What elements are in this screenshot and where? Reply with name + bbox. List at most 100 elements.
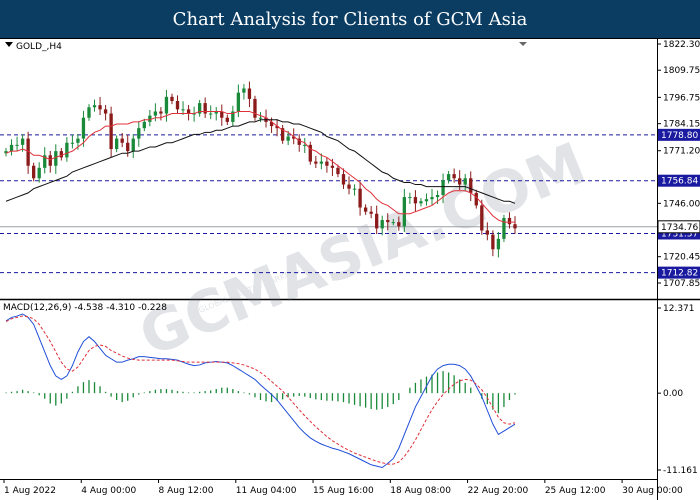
trading-chart: GCMASIA.COM GLOBAL CAPITAL MARKETS 1778.… bbox=[0, 38, 700, 500]
candle-body bbox=[375, 213, 379, 229]
candle-body bbox=[103, 109, 108, 114]
level-price-tag bbox=[658, 266, 700, 279]
candle-body bbox=[15, 144, 19, 146]
candle-body bbox=[269, 121, 274, 127]
candle-body bbox=[352, 188, 357, 190]
candle-body bbox=[231, 111, 235, 122]
candle-body bbox=[98, 105, 102, 110]
current-price-label: 1734.76 bbox=[661, 223, 698, 233]
price-tick-label: 1784.15 bbox=[663, 120, 700, 130]
level-price-label: 1731.57 bbox=[661, 229, 698, 239]
candle-body bbox=[319, 161, 324, 164]
candle-body bbox=[164, 96, 169, 114]
price-tick-label: 1707.85 bbox=[663, 279, 700, 289]
symbol-menu-icon[interactable] bbox=[5, 42, 13, 47]
symbol-label: GOLD_,H4 bbox=[16, 42, 62, 52]
price-tick-label: 1796.75 bbox=[663, 93, 700, 103]
time-tick-label: 30 Aug 00:00 bbox=[622, 486, 683, 496]
candle-body bbox=[26, 138, 30, 166]
moving-average-fast-line bbox=[5, 110, 515, 223]
candle-body bbox=[170, 96, 174, 102]
current-price-tag bbox=[657, 220, 700, 234]
candle-body bbox=[513, 224, 517, 229]
candle-body bbox=[485, 230, 489, 235]
candle-body bbox=[275, 126, 279, 129]
candle-body bbox=[458, 178, 462, 185]
candle-body bbox=[258, 117, 263, 119]
candle-body bbox=[386, 220, 390, 223]
candle-body bbox=[214, 111, 218, 114]
candle-body bbox=[397, 222, 401, 227]
candle-body bbox=[430, 197, 434, 200]
candle-body bbox=[280, 128, 285, 141]
candle-body bbox=[347, 184, 351, 189]
candle-body bbox=[197, 103, 202, 114]
candle-body bbox=[186, 109, 191, 114]
time-tick-label: 4 Aug 00:00 bbox=[81, 486, 136, 496]
time-tick-label: 1 Aug 2022 bbox=[4, 486, 56, 496]
candle-body bbox=[175, 101, 180, 110]
candle-body bbox=[424, 199, 429, 202]
candle-body bbox=[142, 121, 146, 129]
candle-body bbox=[419, 201, 423, 204]
candle-body bbox=[358, 188, 362, 208]
price-tick-label: 1822.30 bbox=[663, 40, 700, 50]
candle-body bbox=[491, 234, 495, 250]
time-tick-label: 22 Aug 20:00 bbox=[468, 486, 529, 496]
time-tick-label: 18 Aug 08:00 bbox=[390, 486, 451, 496]
candle-body bbox=[114, 138, 119, 150]
candle-body bbox=[242, 88, 246, 93]
chart-shift-icon bbox=[519, 42, 527, 46]
candle-body bbox=[480, 205, 484, 231]
candle-body bbox=[336, 167, 340, 175]
candle-body bbox=[435, 194, 440, 198]
candle-body bbox=[441, 180, 445, 195]
candle-body bbox=[20, 138, 25, 145]
price-tick-label: 1746.00 bbox=[663, 199, 700, 209]
candle-body bbox=[474, 192, 478, 206]
macd-label: MACD(12,26,9) -4.538 -4.310 -0.228 bbox=[3, 303, 167, 313]
candle-body bbox=[253, 98, 257, 118]
candle-body bbox=[70, 142, 75, 144]
candle-body bbox=[209, 113, 213, 115]
candle-body bbox=[463, 178, 467, 185]
candle-body bbox=[181, 109, 185, 111]
candle-body bbox=[126, 142, 130, 152]
macd-tick-label: 12.371 bbox=[663, 304, 695, 314]
candle-body bbox=[225, 117, 229, 122]
candle-body bbox=[32, 165, 36, 179]
candle-body bbox=[81, 117, 86, 139]
time-tick-label: 8 Aug 12:00 bbox=[159, 486, 214, 496]
candle-body bbox=[452, 174, 456, 179]
candle-body bbox=[76, 138, 80, 143]
candle-body bbox=[109, 113, 113, 150]
candle-body bbox=[87, 107, 91, 118]
candle-body bbox=[59, 151, 63, 158]
candle-body bbox=[203, 103, 207, 114]
candle-body bbox=[292, 136, 296, 139]
price-tick-label: 1809.75 bbox=[663, 66, 700, 76]
candle-body bbox=[363, 207, 368, 212]
price-tick-label: 1720.45 bbox=[663, 253, 700, 263]
macd-signal-line bbox=[5, 315, 516, 465]
candle-body bbox=[408, 197, 412, 199]
level-price-tag bbox=[658, 174, 700, 187]
candle-body bbox=[341, 174, 346, 185]
macd-line bbox=[5, 313, 516, 469]
candle-body bbox=[92, 105, 97, 108]
time-tick-label: 25 Aug 12:00 bbox=[545, 486, 606, 496]
candle-body bbox=[303, 144, 307, 146]
candle-body bbox=[120, 138, 124, 143]
candle-body bbox=[496, 238, 501, 250]
candle-body bbox=[330, 165, 335, 168]
candle-body bbox=[391, 222, 395, 224]
candle-body bbox=[65, 142, 69, 158]
candle-body bbox=[37, 167, 41, 179]
candle-body bbox=[446, 174, 451, 181]
candle-body bbox=[137, 128, 141, 139]
candle-body bbox=[369, 211, 373, 214]
level-price-label: 1756.84 bbox=[661, 177, 698, 187]
candle-body bbox=[469, 178, 473, 193]
candle-body bbox=[325, 161, 329, 166]
candle-body bbox=[220, 111, 224, 118]
